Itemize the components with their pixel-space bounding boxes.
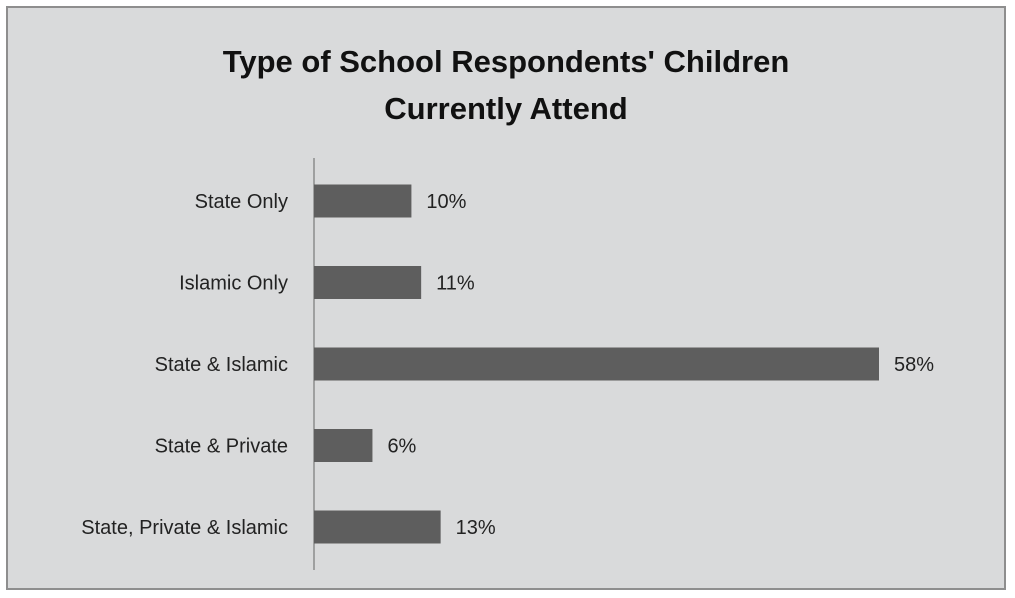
bar: [314, 184, 412, 218]
category-label: State & Private: [155, 436, 288, 458]
chart-title-line-1: Type of School Respondents' Children: [222, 44, 790, 79]
data-label: 6%: [387, 436, 416, 458]
category-label: State Only: [195, 191, 288, 213]
bar: [314, 347, 879, 381]
chart-title-line-2: Currently Attend: [384, 91, 628, 126]
data-label: 58%: [894, 354, 934, 376]
bar: [314, 510, 441, 544]
bar: [314, 429, 373, 462]
data-label: 10%: [426, 191, 466, 213]
data-label: 11%: [436, 273, 475, 295]
chart-title: Type of School Respondents' Children Cur…: [8, 38, 1004, 132]
category-label: Islamic Only: [179, 273, 288, 295]
category-label: State, Private & Islamic: [81, 517, 288, 539]
bar: [314, 266, 422, 299]
chart-area: Type of School Respondents' Children Cur…: [6, 6, 1006, 590]
data-label: 13%: [456, 517, 496, 539]
category-label: State & Islamic: [155, 354, 288, 376]
bar-plot: State Only 10% Islamic Only 11% State & Isla…: [81, 158, 934, 570]
